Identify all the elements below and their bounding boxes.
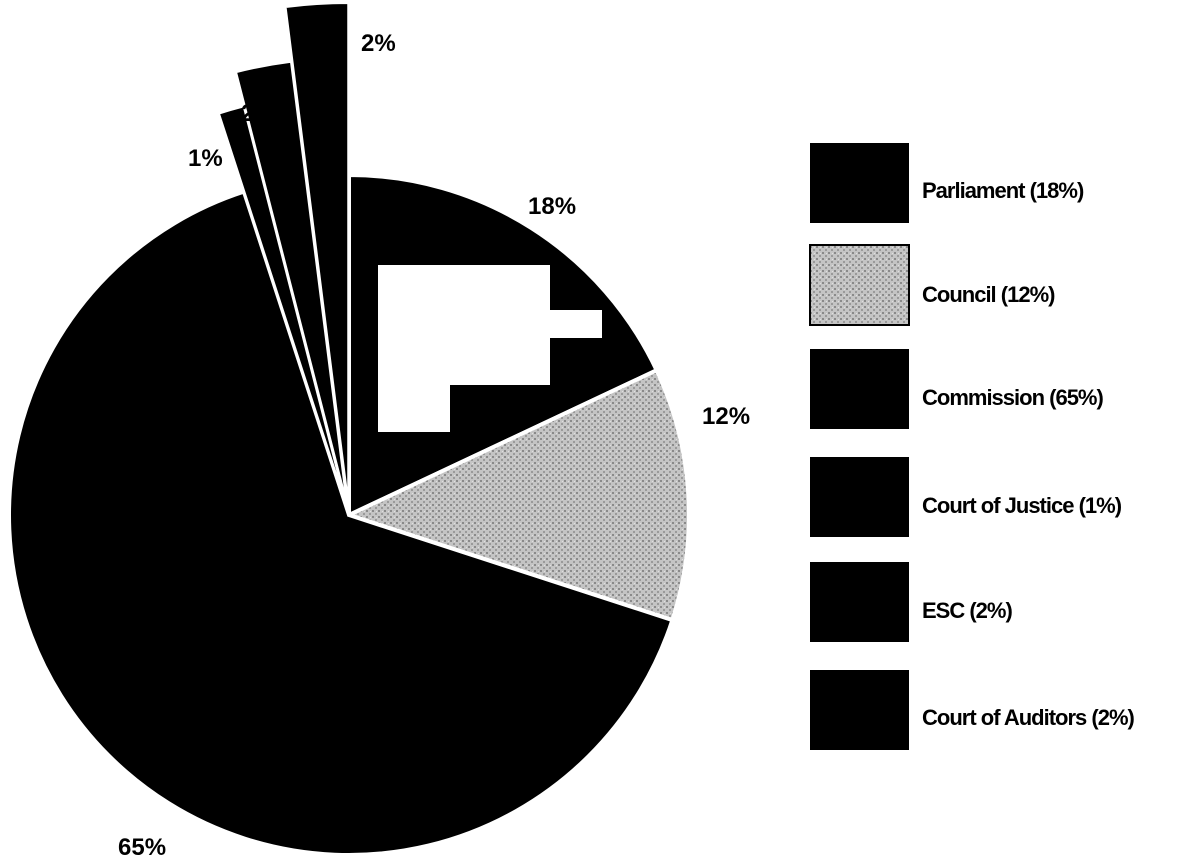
legend: Parliament (18%) Council (12%) Commissio… [809, 143, 1135, 750]
pie-slice-court-of-justice [217, 105, 347, 504]
legend-swatch-court-of-justice [810, 457, 909, 537]
legend-label-parliament: Parliament (18%) [922, 178, 1084, 203]
pct-label-commission: 65% [118, 834, 166, 860]
legend-item-court-of-justice: Court of Justice (1%) [810, 457, 1123, 537]
legend-swatch-court-of-auditors [810, 670, 909, 750]
legend-label-court-of-auditors: Court of Auditors (2%) [922, 705, 1134, 730]
pie-slice-council [343, 367, 691, 623]
legend-label-court-of-justice: Court of Justice (1%) [922, 493, 1122, 518]
legend-item-parliament: Parliament (18%) [810, 143, 1085, 223]
legend-swatch-commission [810, 349, 909, 429]
legend-swatch-council [809, 244, 910, 326]
legend-item-council: Council (12%) [809, 244, 1056, 326]
pct-label-court-of-justice: 1% [188, 145, 223, 172]
legend-label-esc: ESC (2%) [922, 598, 1012, 623]
pie-slice-court-of-auditors [284, 2, 350, 504]
pct-label-court-of-auditors: 2% [361, 30, 396, 57]
legend-item-commission: Commission (65%) [810, 349, 1104, 429]
legend-item-esc: ESC (2%) [810, 562, 1013, 642]
pct-label-council: 12% [702, 403, 750, 430]
legend-item-court-of-auditors: Court of Auditors (2%) [810, 670, 1135, 750]
legend-label-council: Council (12%) [922, 282, 1055, 307]
legend-swatch-parliament [810, 143, 909, 223]
pie-slice-commission [7, 189, 675, 857]
pct-label-esc: 2% [241, 100, 276, 127]
pie-slice-esc [234, 60, 348, 504]
pct-label-parliament: 18% [528, 193, 576, 220]
legend-swatch-esc [810, 562, 909, 642]
percentage-labels: 18% 12% 65% 1% 2% 2% [118, 30, 750, 860]
legend-label-commission: Commission (65%) [922, 385, 1103, 410]
parliament-white-emblem [378, 265, 602, 432]
pie-slices [7, 2, 691, 857]
